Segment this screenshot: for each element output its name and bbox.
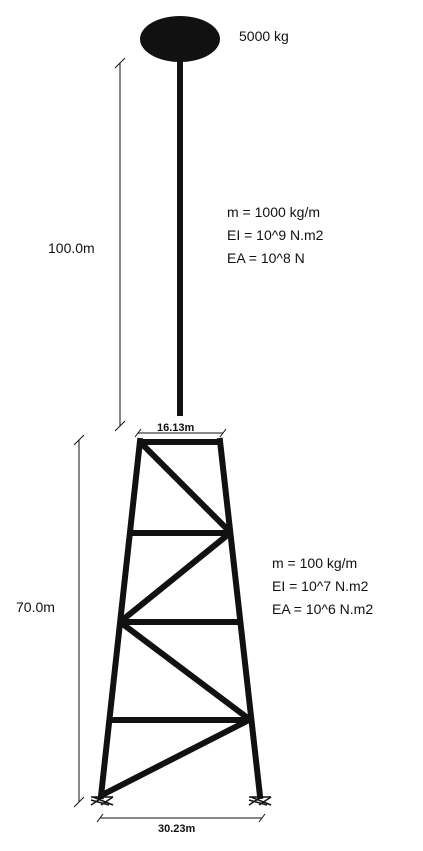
tower-mass-label: m = 100 kg/m xyxy=(272,555,358,571)
mast-height-dimension xyxy=(114,57,126,432)
tower-ei-label: EI = 10^7 N.m2 xyxy=(272,578,369,594)
diagonal-3 xyxy=(118,619,251,722)
mast-mass-label: m = 1000 kg/m xyxy=(227,204,320,220)
top-mass-ellipse xyxy=(140,16,220,62)
diagonal-2 xyxy=(118,530,232,625)
mast-ei-label: EI = 10^9 N.m2 xyxy=(227,227,324,243)
tower-ea-label: EA = 10^6 N.m2 xyxy=(272,601,374,617)
tower-base-width-label: 30.23m xyxy=(158,823,196,835)
left-support xyxy=(90,796,114,806)
right-support xyxy=(248,796,272,806)
mast-height-label: 100.0m xyxy=(48,240,95,256)
tower-height-dimension xyxy=(73,434,85,808)
tower-base-width-dimension xyxy=(96,813,266,823)
tower-height-label: 70.0m xyxy=(16,599,55,615)
top-mass-label: 5000 kg xyxy=(239,28,289,44)
tower-top-width-dimension xyxy=(134,428,227,438)
tower-horizontal-braces xyxy=(110,439,250,723)
diagonal-1 xyxy=(138,440,233,535)
diagonal-4 xyxy=(100,717,251,798)
tower-top-width-label: 16.13m xyxy=(157,422,195,434)
tower-diagonal-braces xyxy=(100,440,251,798)
mast-ea-label: EA = 10^8 N xyxy=(227,250,305,266)
tower-right-leg xyxy=(216,437,264,800)
